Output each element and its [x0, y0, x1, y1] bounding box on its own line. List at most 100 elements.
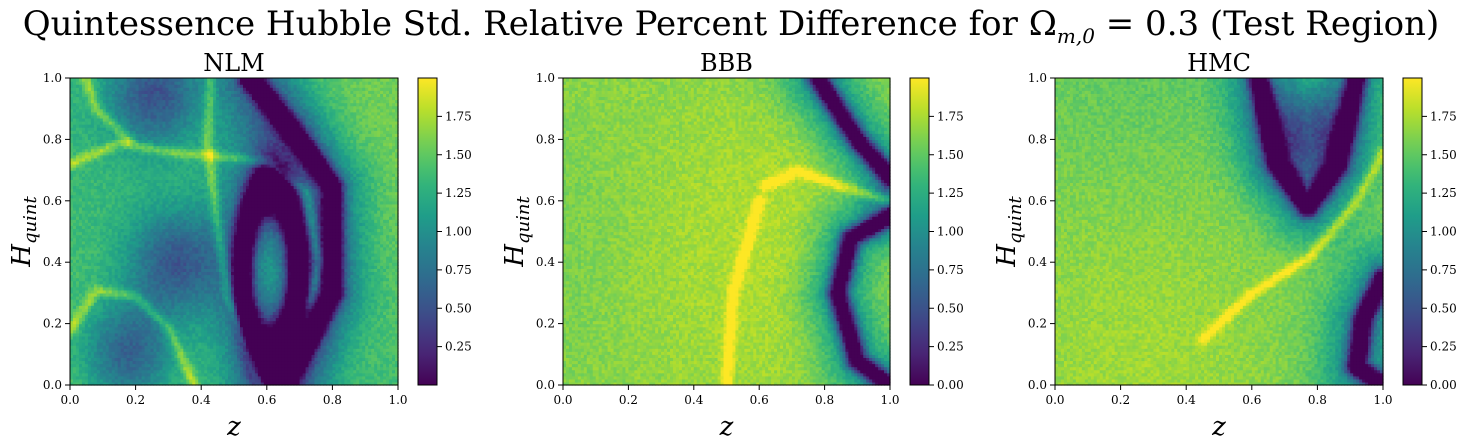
- heatmap-cell: [242, 378, 247, 383]
- heatmap-cell: [123, 342, 128, 346]
- heatmap-cell: [350, 354, 354, 358]
- heatmap-cell: [302, 357, 307, 362]
- heatmap-cell: [275, 381, 280, 386]
- heatmap-cell: [371, 369, 375, 374]
- heatmap-cell: [236, 342, 241, 346]
- heatmap-cell: [213, 360, 217, 365]
- heatmap-cell: [284, 345, 289, 349]
- heatmap-cell: [305, 381, 310, 386]
- heatmap-cell: [117, 369, 122, 374]
- heatmap-cell: [156, 342, 161, 346]
- heatmap-cell: [314, 369, 319, 374]
- heatmap-cell: [332, 342, 336, 346]
- heatmap-cell: [102, 372, 107, 377]
- heatmap-cell: [329, 375, 333, 380]
- heatmap-cell: [371, 375, 375, 380]
- heatmap-cell: [177, 360, 181, 365]
- heatmap-cell: [183, 342, 187, 346]
- heatmap-cell: [231, 375, 235, 380]
- heatmap-cell: [251, 354, 256, 358]
- heatmap-cell: [156, 381, 161, 386]
- heatmap-cell: [204, 351, 208, 355]
- heatmap-cell: [254, 372, 259, 377]
- heatmap-cell: [228, 342, 232, 346]
- heatmap-cell: [314, 378, 319, 383]
- heatmap-cell: [245, 381, 250, 386]
- heatmap-cell: [75, 372, 80, 377]
- heatmap-cell: [386, 357, 390, 362]
- heatmap-cell: [93, 342, 98, 346]
- heatmap-cell: [263, 369, 268, 374]
- heatmap-cell: [231, 372, 235, 377]
- heatmap-cell: [141, 375, 146, 380]
- heatmap-cell: [141, 354, 146, 358]
- heatmap-cell: [123, 354, 128, 358]
- heatmap-cell: [174, 366, 178, 371]
- heatmap-cell: [368, 381, 372, 386]
- heatmap-cell: [126, 357, 131, 362]
- heatmap-cell: [159, 348, 164, 352]
- heatmap-cell: [180, 357, 184, 362]
- heatmap-cell: [135, 363, 140, 368]
- heatmap-cell: [314, 363, 319, 368]
- heatmap-cell: [296, 345, 301, 349]
- heatmap-cell: [180, 363, 184, 368]
- heatmap-cell: [81, 348, 86, 352]
- heatmap-cell: [186, 348, 190, 352]
- heatmap-cell: [392, 342, 396, 346]
- heatmap-cell: [102, 348, 107, 352]
- heatmap-cell: [72, 338, 77, 343]
- heatmap-cell: [99, 381, 104, 386]
- heatmap-cell: [138, 372, 143, 377]
- heatmap-cell: [84, 354, 89, 358]
- heatmap-cell: [228, 372, 232, 377]
- heatmap-cell: [192, 375, 196, 380]
- heatmap-cell: [332, 345, 336, 349]
- heatmap-cell: [120, 345, 125, 349]
- heatmap-cell: [251, 381, 256, 386]
- heatmap-cell: [251, 357, 256, 362]
- heatmap-cell: [386, 338, 390, 343]
- heatmap-cell: [99, 372, 104, 377]
- heatmap-cell: [344, 354, 348, 358]
- heatmap-cell: [377, 342, 381, 346]
- heatmap-cell: [356, 366, 360, 371]
- heatmap-cell: [311, 354, 316, 358]
- heatmap-cell: [129, 345, 134, 349]
- heatmap-cell: [93, 369, 98, 374]
- heatmap-cell: [329, 369, 333, 374]
- heatmap-cell: [275, 378, 280, 383]
- heatmap-cell: [87, 375, 92, 380]
- heatmap-cell: [302, 369, 307, 374]
- heatmap-cell: [135, 378, 140, 383]
- heatmap-cell: [272, 345, 277, 349]
- heatmap-cell: [359, 363, 363, 368]
- heatmap-cell: [195, 378, 199, 383]
- heatmap-cell: [234, 369, 238, 374]
- heatmap-cell: [111, 372, 116, 377]
- heatmap-cell: [90, 338, 95, 343]
- heatmap-cell: [335, 348, 339, 352]
- heatmap-cell: [365, 351, 369, 355]
- heatmap-cell: [356, 363, 360, 368]
- heatmap-cell: [102, 375, 107, 380]
- heatmap-cell: [341, 363, 345, 368]
- heatmap-cell: [296, 354, 301, 358]
- heatmap-cell: [135, 375, 140, 380]
- heatmap-cell: [239, 366, 244, 371]
- heatmap-cell: [135, 381, 140, 386]
- heatmap-cell: [210, 351, 214, 355]
- heatmap-cell: [180, 354, 184, 358]
- heatmap-cell: [222, 351, 226, 355]
- heatmap-cell: [248, 369, 253, 374]
- heatmap-cell: [377, 372, 381, 377]
- heatmap-cell: [260, 351, 265, 355]
- heatmap-cell: [192, 366, 196, 371]
- heatmap-cell: [129, 375, 134, 380]
- heatmap-cell: [81, 363, 86, 368]
- heatmap-cell: [386, 375, 390, 380]
- heatmap-cell: [254, 375, 259, 380]
- heatmap-cell: [305, 372, 310, 377]
- heatmap-cell: [132, 363, 137, 368]
- heatmap-cell: [153, 345, 158, 349]
